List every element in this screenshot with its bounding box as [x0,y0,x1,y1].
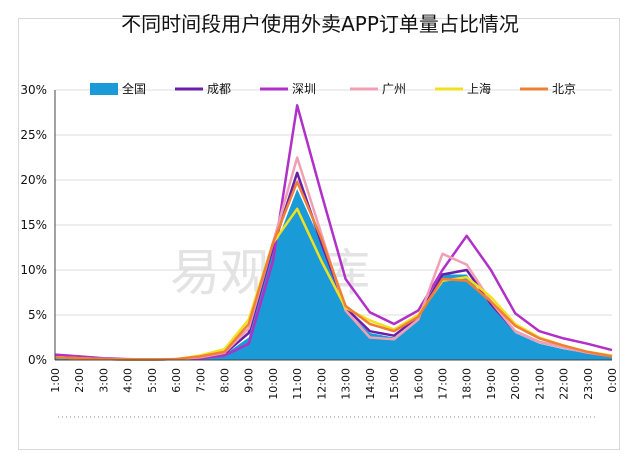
x-tick-label: 2:00 [73,368,86,393]
x-tick-label: 22:00 [558,368,571,400]
y-tick-label: 20% [20,173,47,187]
chart-title: 不同时间段用户使用外卖APP订单量占比情况 [121,12,519,36]
x-tick-label: 9:00 [243,368,256,393]
x-tick-label: 16:00 [412,368,425,400]
x-tick-label: 15:00 [388,368,401,400]
x-tick-label: 12:00 [315,368,328,400]
y-tick-label: 25% [20,128,47,142]
legend-swatch [90,83,118,95]
y-tick-label: 0% [28,353,47,367]
x-tick-label: 20:00 [509,368,522,400]
x-tick-label: 1:00 [49,368,62,393]
y-tick-label: 5% [28,308,47,322]
legend-label: 广州 [382,82,406,96]
x-tick-label: 14:00 [364,368,377,400]
x-tick-label: 0:00 [606,368,619,393]
x-tick-label: 3:00 [97,368,110,393]
x-tick-label: 4:00 [122,368,135,393]
y-tick-label: 10% [20,263,47,277]
series-area [55,189,612,360]
x-tick-label: 18:00 [461,368,474,400]
x-tick-label: 21:00 [533,368,546,400]
legend-label: 成都 [207,82,231,96]
x-tick-label: 23:00 [582,368,595,400]
x-tick-label: 7:00 [194,368,207,393]
x-tick-label: 19:00 [485,368,498,400]
legend-label: 北京 [552,82,576,96]
y-tick-label: 30% [20,83,47,97]
x-tick-label: 11:00 [291,368,304,400]
y-tick-label: 15% [20,218,47,232]
legend-label: 深圳 [292,82,316,96]
x-tick-label: 5:00 [146,368,159,393]
legend-label: 全国 [122,81,146,96]
x-tick-label: 8:00 [219,368,232,393]
x-tick-label: 6:00 [170,368,183,393]
x-tick-label: 17:00 [436,368,449,400]
x-tick-label: 13:00 [340,368,353,400]
x-tick-label: 10:00 [267,368,280,400]
legend-label: 上海 [467,81,491,96]
